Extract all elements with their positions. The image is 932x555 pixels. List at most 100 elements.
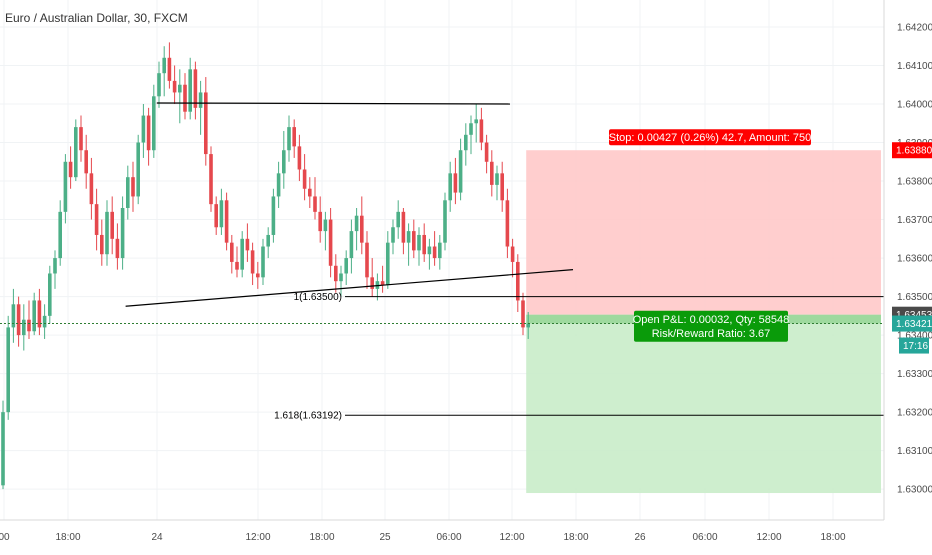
candle-body xyxy=(354,215,359,232)
candle-body xyxy=(53,258,57,274)
candle-body xyxy=(500,173,504,201)
candle-body xyxy=(360,215,364,243)
candle-body xyxy=(256,273,260,278)
candle-body xyxy=(386,242,390,286)
candle-body xyxy=(235,261,239,270)
candle-body xyxy=(126,177,130,208)
candle-body xyxy=(214,204,218,228)
candle-body xyxy=(115,238,120,259)
candle-body xyxy=(152,96,156,151)
candle-body xyxy=(344,258,348,274)
candle-body xyxy=(193,69,198,108)
trend-line[interactable] xyxy=(125,269,574,307)
bar-countdown-badge: 17:16 xyxy=(899,337,929,354)
time-tick-label: 18:00 xyxy=(563,532,588,543)
open-pnl-label: Open P&L: 0.00032, Qty: 58548 xyxy=(633,314,790,326)
candle-body xyxy=(209,154,213,205)
take-profit-zone[interactable] xyxy=(526,314,881,494)
stop-price-badge: 1.63880 xyxy=(892,142,932,159)
candle-body xyxy=(282,150,286,174)
candle-body xyxy=(406,231,411,243)
time-tick-label: 12:00 xyxy=(245,532,270,543)
candle-body xyxy=(448,173,452,201)
candle-body xyxy=(443,200,447,243)
candle-body xyxy=(250,250,255,274)
candle-body xyxy=(219,200,224,228)
price-tick-label: 1.64200 xyxy=(897,22,932,33)
candle-body xyxy=(391,227,395,243)
candle-body xyxy=(136,142,140,197)
candle-body xyxy=(339,273,343,282)
candle-body xyxy=(146,115,151,151)
candle-body xyxy=(318,211,322,232)
candle-body xyxy=(167,57,172,81)
stop-info-badge: Stop: 0.00427 (0.26%) 42.7, Amount: 750 xyxy=(609,129,811,146)
time-tick-label: 06:00 xyxy=(436,532,461,543)
candle-body xyxy=(178,84,182,93)
candle-body xyxy=(417,234,421,251)
time-tick-label: 18:00 xyxy=(820,532,845,543)
time-tick-label: 25 xyxy=(379,532,391,543)
candle-body xyxy=(432,246,437,259)
candle-body xyxy=(120,208,125,259)
candle-body xyxy=(11,304,16,328)
fib-level-1618-label: 1.618(1.63192) xyxy=(274,411,342,422)
candle-body xyxy=(84,150,88,174)
candle-body xyxy=(484,142,489,162)
price-tick-label: 1.63200 xyxy=(897,408,932,419)
candle-body xyxy=(172,80,177,93)
price-tick-label: 1.64100 xyxy=(897,61,932,72)
candle-body xyxy=(479,119,484,143)
time-tick-label: 12:00 xyxy=(756,532,781,543)
candle-body xyxy=(495,173,499,185)
candle-body xyxy=(516,261,520,301)
candle-body xyxy=(240,238,244,270)
candle-body xyxy=(266,234,270,247)
candle-body xyxy=(505,200,510,247)
candle-body xyxy=(48,273,52,316)
time-axis[interactable]: 00 18:00 24 12:00 18:00 25 06:00 12:00 18:00 26 06… xyxy=(0,532,846,543)
time-tick-label: 18:00 xyxy=(55,532,80,543)
candle-body xyxy=(224,200,229,243)
candle-body xyxy=(42,315,47,328)
candle-body xyxy=(474,119,478,124)
stop-info-label: Stop: 0.00427 (0.26%) 42.7, Amount: 750 xyxy=(609,132,811,144)
candle-body xyxy=(287,127,291,151)
price-tick-label: 1.64000 xyxy=(897,100,932,111)
price-tick-label: 1.63500 xyxy=(897,292,932,303)
candle-body xyxy=(183,84,187,112)
time-tick-label: 26 xyxy=(634,532,646,543)
candle-body xyxy=(313,196,317,212)
candle-body xyxy=(412,231,416,251)
candle-body xyxy=(188,69,192,112)
candle-body xyxy=(510,246,515,262)
candle-body xyxy=(131,177,135,197)
candle-body xyxy=(245,238,250,251)
candle-body xyxy=(521,300,525,328)
candle-body xyxy=(63,161,68,212)
candle-body xyxy=(27,319,31,332)
price-tick-label: 1.63700 xyxy=(897,215,932,226)
candlestick-series xyxy=(1,42,530,490)
candle-body xyxy=(453,173,458,193)
chart-title: Euro / Australian Dollar, 30, FXCM xyxy=(5,11,188,25)
stop-loss-zone[interactable] xyxy=(526,150,881,315)
candle-body xyxy=(16,304,21,336)
last-price-value: 1.63421 xyxy=(896,319,932,330)
candle-body xyxy=(297,146,302,170)
time-tick-label: 00 xyxy=(0,532,10,543)
last-price-badge: 1.63421 xyxy=(892,315,932,332)
candle-body xyxy=(365,242,369,278)
candle-body xyxy=(334,265,338,282)
candle-body xyxy=(32,300,36,332)
candle-body xyxy=(58,211,62,259)
resistance-line[interactable] xyxy=(156,102,511,105)
candle-body xyxy=(37,300,42,328)
candle-body xyxy=(94,204,99,235)
candle-body xyxy=(22,319,26,336)
candle-body xyxy=(427,246,432,255)
candle-body xyxy=(349,231,354,259)
candle-body xyxy=(328,219,333,266)
